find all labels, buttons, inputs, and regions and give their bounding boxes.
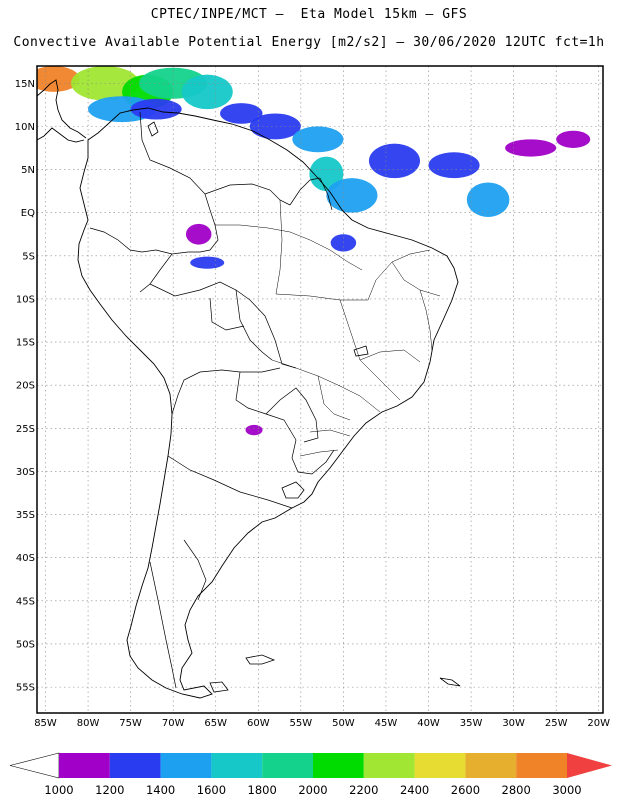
colorbar-segment [516,753,567,778]
lat-tick-label: 50S [16,639,35,650]
colorbar-segment [465,753,517,778]
colorbar-tick-label: 2600 [451,783,480,797]
map-frame [36,65,604,714]
longitude-tick-labels: 85W 80W 75W 70W 65W 60W 55W 50W 45W 40W 35W 30W 25W 2… [34,718,610,729]
lat-tick-label: EQ [21,208,35,219]
lat-tick-label: 10S [16,294,35,305]
colorbar-segment [211,753,263,778]
lat-tick-label: 5N [21,165,35,176]
cape-region [37,66,80,92]
colorbar-segment [313,753,364,778]
colorbar-segment [414,753,466,778]
lat-tick-label: 5S [22,251,35,262]
cape-region [185,223,212,245]
lon-tick-label: 85W [34,718,57,729]
lon-tick-label: 50W [332,718,355,729]
central-america-coastline [37,79,87,139]
colorbar-tick-label: 1600 [197,783,226,797]
lon-tick-label: 70W [162,718,185,729]
cape-region [368,143,421,179]
lat-tick-label: 30S [16,467,35,478]
lon-tick-label: 55W [290,718,313,729]
colorbar-segment [363,753,415,778]
colorbar-tick-label: 2400 [400,783,429,797]
cape-region [249,113,301,140]
lat-tick-label: 20S [16,381,35,392]
cape-region [245,424,263,436]
cape-region [292,126,344,153]
lon-tick-label: 80W [77,718,100,729]
cape-region [556,130,591,148]
colorbar-tick-label: 2800 [502,783,531,797]
cape-region [130,98,182,120]
lon-tick-label: 45W [375,718,398,729]
lat-tick-label: 35S [16,510,35,521]
colorbar-tick-label: 2200 [349,783,378,797]
cape-region [309,156,344,192]
lon-tick-label: 25W [545,718,568,729]
lon-tick-label: 30W [502,718,525,729]
cape-region [326,178,378,213]
cape-region [505,139,557,157]
lat-tick-label: 55S [16,683,35,694]
colorbar-under-arrow [9,752,60,779]
lat-tick-label: 15N [15,79,35,90]
lat-tick-label: 25S [16,424,35,435]
lat-tick-label: 40S [16,553,35,564]
map-subtitle: Convective Available Potential Energy [m… [13,35,605,50]
colorbar-tick-label: 1200 [95,783,124,797]
colorbar-segment [109,753,161,778]
lon-tick-label: 35W [460,718,483,729]
cape-region [428,152,480,179]
lon-tick-label: 40W [417,718,440,729]
lon-tick-label: 60W [247,718,270,729]
lon-tick-label: 65W [204,718,227,729]
cape-region [181,74,233,110]
colorbar-tick-label: 1000 [44,783,73,797]
lon-tick-label: 75W [119,718,142,729]
central-america-pacific [37,127,85,143]
latitude-tick-labels: 15N 10N 5N EQ 5S 10S 15S 20S 25S 30S 35S 40S 45S 50S 5… [15,79,35,694]
colorbar-segment [59,753,110,778]
country-borders [89,111,335,689]
colorbar-tick-label: 3000 [552,783,581,797]
islands-and-lakes [147,121,461,693]
cape-field [37,66,591,436]
colorbar-segment [262,753,313,778]
map-title: CPTEC/INPE/MCT — Eta Model 15km — GFS [150,7,468,22]
cape-region [190,256,225,269]
colorbar-segment [160,753,212,778]
south-america-coastline [77,107,459,699]
colorbar-tick-label: 2000 [298,783,327,797]
colorbar-over-arrow [567,753,612,778]
cape-region [219,103,263,124]
lon-tick-label: 20W [587,718,610,729]
colorbar: 1000 1200 1400 1600 1800 2000 2200 2400 2600 2800… [9,752,612,797]
coastlines-and-borders [37,79,461,699]
lat-tick-label: 10N [15,122,35,133]
lat-tick-label: 45S [16,596,35,607]
colorbar-tick-label: 1400 [146,783,175,797]
colorbar-tick-label: 1800 [248,783,277,797]
cape-region [466,182,510,217]
lat-tick-label: 15S [16,338,35,349]
state-borders [215,199,441,457]
